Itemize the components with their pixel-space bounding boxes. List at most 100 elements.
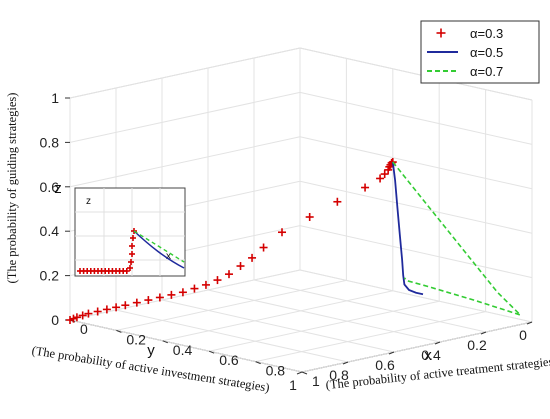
inset-z-label: z xyxy=(86,196,91,207)
y-tick-mark xyxy=(342,361,349,365)
grid-line xyxy=(299,269,533,323)
x-tick-mark xyxy=(301,371,308,375)
y-tick-label: 1 xyxy=(289,377,297,393)
data-point-marker xyxy=(130,235,136,241)
data-point-marker xyxy=(132,298,141,307)
y-tick-mark xyxy=(296,371,303,375)
grid-line xyxy=(207,289,441,343)
data-point-marker xyxy=(129,251,135,257)
data-point-marker xyxy=(436,28,446,38)
x-tick-label: 0.6 xyxy=(219,352,239,368)
y-tick-label: 0 xyxy=(519,327,527,343)
data-point-marker xyxy=(333,197,342,206)
z-tick-label: 1 xyxy=(51,90,59,106)
data-series xyxy=(66,158,521,324)
data-point-marker xyxy=(84,309,93,318)
z-tick-label: 0.6 xyxy=(40,179,60,195)
y-axis-name: y xyxy=(147,342,155,359)
data-point-marker xyxy=(190,284,199,293)
grid-line xyxy=(116,279,347,331)
z-axis-name: z xyxy=(54,180,62,197)
z-tick-label: 0.4 xyxy=(40,223,60,239)
data-point-marker xyxy=(121,301,130,310)
data-point-marker xyxy=(201,280,210,289)
x-tick-mark xyxy=(116,329,122,333)
grid-line xyxy=(115,309,349,363)
z-tick-label: 0.8 xyxy=(40,134,60,150)
grid-line xyxy=(299,91,533,145)
grid-line xyxy=(299,47,533,101)
data-point-marker xyxy=(167,290,176,299)
x-tick-mark xyxy=(209,350,215,354)
z-axis-description: (The probability of guiding strategies) xyxy=(5,93,19,284)
data-point-marker xyxy=(155,293,164,302)
grid-line xyxy=(161,299,395,353)
y-tick-label: 0.2 xyxy=(467,337,487,353)
grid-line xyxy=(299,180,533,234)
inset-blue-line xyxy=(133,230,185,269)
data-point-marker xyxy=(93,307,102,316)
y-tick-mark xyxy=(480,331,487,335)
grid-line xyxy=(253,279,487,333)
legend-label: α=0.3 xyxy=(470,26,503,41)
inset-series xyxy=(77,228,185,274)
data-point-marker xyxy=(213,276,222,285)
x-axis-name: x xyxy=(424,347,432,364)
inset-green-line xyxy=(133,230,185,263)
x-tick-label: 0.8 xyxy=(266,363,286,379)
data-point-marker xyxy=(129,243,135,249)
data-point-marker xyxy=(128,259,134,265)
data-point-marker xyxy=(361,183,370,192)
grid-line xyxy=(162,290,393,342)
data-point-marker xyxy=(376,174,385,183)
x-tick-label: 1 xyxy=(312,373,320,389)
data-point-marker xyxy=(278,228,286,237)
grid-line xyxy=(255,311,486,363)
inset-plot: z x xyxy=(74,187,186,277)
data-point-marker xyxy=(102,305,111,314)
x-tick-label: 0 xyxy=(80,321,88,337)
y-tick-mark xyxy=(388,351,395,355)
grid-line xyxy=(69,136,301,188)
y-tick-mark xyxy=(526,321,533,325)
y-tick-mark xyxy=(434,341,441,345)
legend-label: α=0.5 xyxy=(470,45,503,60)
series-line-2 xyxy=(391,161,424,296)
series-line-3 xyxy=(392,161,521,316)
data-point-marker xyxy=(259,243,268,252)
data-point-marker xyxy=(127,265,133,271)
data-point-marker xyxy=(123,268,130,274)
grid-line xyxy=(299,136,533,190)
data-point-marker xyxy=(178,288,187,297)
grid-line xyxy=(69,319,303,373)
data-point-marker xyxy=(248,253,257,262)
tick-labels: 00.20.40.60.8100.20.40.60.8100.20.40.60.… xyxy=(40,90,533,393)
grid-line xyxy=(209,300,440,352)
data-point-marker xyxy=(380,170,389,179)
x-tick-mark xyxy=(255,361,261,365)
legend-label: α=0.7 xyxy=(470,64,503,79)
data-point-marker xyxy=(78,311,87,320)
x-tick-label: 0.4 xyxy=(173,342,193,358)
data-point-marker xyxy=(236,262,245,271)
x-tick-mark xyxy=(162,340,168,344)
data-point-marker xyxy=(305,213,314,221)
x-tick-label: 0.2 xyxy=(126,331,146,347)
grid-line xyxy=(69,269,301,321)
y-tick-label: 0.8 xyxy=(329,367,349,383)
grid-line xyxy=(301,321,533,373)
grid-line xyxy=(69,91,301,143)
y-tick-label: 0.6 xyxy=(375,357,395,373)
data-point-marker xyxy=(112,303,121,312)
data-point-marker xyxy=(225,270,233,279)
y-tick-label: 0.4 xyxy=(421,347,441,363)
grid-line xyxy=(69,47,301,99)
grid-line xyxy=(299,225,533,279)
z-tick-label: 0.2 xyxy=(40,268,60,284)
z-tick-label: 0 xyxy=(51,312,59,328)
legend: α=0.3 α=0.5 α=0.7 xyxy=(420,20,540,84)
data-point-marker xyxy=(72,313,81,322)
inset-x-label: x xyxy=(166,251,171,262)
data-point-marker xyxy=(144,296,153,305)
